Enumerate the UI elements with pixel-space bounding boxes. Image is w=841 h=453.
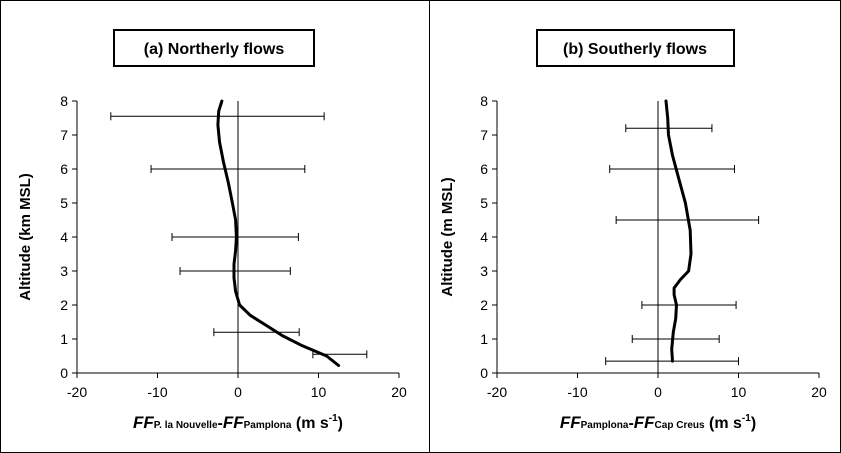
x-axis-title-part: P. la Nouvelle [154, 420, 218, 431]
y-tick-label: 4 [480, 229, 488, 245]
error-bar [213, 328, 300, 337]
y-tick-label: 8 [60, 93, 68, 109]
y-tick-label: 6 [60, 161, 68, 177]
x-axis-title-part: ) [751, 415, 756, 432]
y-tick-label: 5 [480, 195, 488, 211]
y-tick-label: 2 [480, 297, 488, 313]
x-tick-label: 10 [731, 384, 747, 400]
error-bar [631, 335, 720, 343]
y-tick-label: 7 [60, 127, 68, 143]
panel-title-box [113, 29, 315, 67]
x-axis-title-part: Cap Creus [655, 420, 705, 431]
x-axis-title-part: Pamplona [581, 420, 629, 431]
x-axis-title-part: (m s [291, 415, 328, 432]
y-axis-title: Altitude (km MSL) [17, 173, 34, 301]
x-axis-title-part: (m s [705, 415, 742, 432]
error-bar [641, 301, 737, 309]
x-axis-title-part: -1 [742, 413, 751, 424]
y-tick-label: 4 [60, 229, 68, 245]
x-tick-label: -10 [567, 384, 587, 400]
x-tick-label: 20 [811, 384, 827, 400]
y-axis-title: Altitude (m MSL) [439, 177, 456, 296]
x-tick-label: -20 [67, 384, 87, 400]
panel-a: (a) Northerly flows 0 1 2 3 4 5 6 7 8 -20 -10 0 10 20 A… [17, 29, 407, 432]
y-tick-label: 8 [480, 93, 488, 109]
x-tick-label: 10 [311, 384, 327, 400]
y-tick-label: 1 [480, 331, 488, 347]
x-axis-title-part: Pamplona [244, 420, 292, 431]
series-line [664, 99, 693, 363]
y-tick-label: 0 [480, 365, 488, 381]
x-axis-title-part: -1 [329, 413, 338, 424]
y-tick-label: 7 [480, 127, 488, 143]
x-axis-title-part: FF [560, 413, 581, 432]
x-axis-title: FFPamplona-FFCap Creus (m s-1) [560, 413, 756, 432]
x-axis-title-part: ) [338, 415, 343, 432]
y-tick-label: 6 [480, 161, 488, 177]
panel-title: (b) Southerly flows [563, 41, 707, 58]
panel-b: (b) Southerly flows 0 1 2 3 4 5 6 7 8 -20 -10 0 10 20 A… [439, 29, 827, 432]
x-tick-label: -20 [487, 384, 507, 400]
x-tick-label: 20 [391, 384, 407, 400]
x-tick-label: -10 [147, 384, 167, 400]
y-tick-label: 0 [60, 365, 68, 381]
x-axis-title: FFP. la Nouvelle-FFPamplona (m s-1) [133, 413, 343, 432]
panel-title-box [536, 29, 735, 67]
x-tick-label: 0 [654, 384, 662, 400]
panel-title: (a) Northerly flows [144, 41, 285, 58]
y-tick-label: 5 [60, 195, 68, 211]
x-axis-title-part: - [628, 415, 633, 432]
x-axis-title-part: FF [223, 413, 244, 432]
x-axis-title-part: - [218, 415, 223, 432]
y-tick-label: 3 [480, 263, 488, 279]
x-tick-label: 0 [234, 384, 242, 400]
error-bar [150, 165, 306, 173]
series-line [216, 99, 341, 367]
y-tick-label: 3 [60, 263, 68, 279]
error-bar [609, 165, 735, 173]
y-tick-label: 1 [60, 331, 68, 347]
y-tick-label: 2 [60, 297, 68, 313]
x-axis-title-part: FF [634, 413, 655, 432]
x-axis-title-part: FF [133, 413, 154, 432]
